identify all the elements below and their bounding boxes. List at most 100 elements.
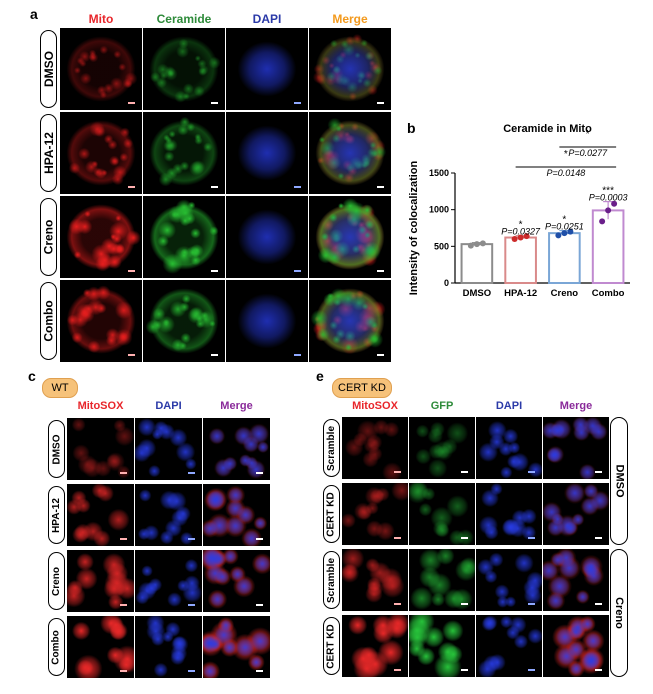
data-point	[567, 228, 574, 235]
scale-bar	[256, 604, 263, 606]
scale-bar	[120, 604, 127, 606]
panel-a-micrograph	[60, 112, 142, 194]
panel-a-column-header: Mito	[88, 12, 114, 26]
scale-bar	[595, 669, 602, 671]
panel-a-micrograph	[143, 280, 225, 362]
p-value-label: P=0.0003	[589, 193, 628, 203]
data-point	[473, 241, 480, 248]
data-point	[479, 240, 486, 247]
scale-bar	[120, 472, 127, 474]
scale-bar	[128, 186, 135, 188]
scale-bar	[294, 102, 301, 104]
scale-bar	[394, 669, 401, 671]
panel-a-micrograph	[143, 112, 225, 194]
bar	[504, 236, 537, 284]
panel-e-micrograph	[409, 615, 475, 677]
scale-bar	[256, 472, 263, 474]
panel-a-column-header: DAPI	[252, 12, 282, 26]
panel-e-micrograph	[342, 615, 408, 677]
scale-bar	[188, 538, 195, 540]
scale-bar	[377, 354, 384, 356]
panel-e-row-label: CERT KD	[323, 485, 340, 543]
panel-a-micrograph	[60, 28, 142, 110]
y-axis-label: Intensity of colocalization	[408, 160, 420, 295]
scale-bar	[461, 669, 468, 671]
scale-bar	[128, 270, 135, 272]
panel-c-row-label: DMSO	[48, 420, 65, 478]
scale-bar	[188, 472, 195, 474]
scale-bar	[211, 186, 218, 188]
data-point	[517, 234, 524, 241]
x-tick-label: HPA-12	[504, 288, 537, 299]
scale-bar	[461, 537, 468, 539]
x-tick-label: Creno	[551, 288, 579, 299]
panel-e-micrograph	[476, 417, 542, 479]
scale-bar	[256, 538, 263, 540]
panel-a-row-label: Combo	[40, 282, 57, 360]
panel-a-micrograph	[226, 28, 308, 110]
panel-a-micrograph	[60, 280, 142, 362]
panel-a-micrograph	[309, 28, 391, 110]
panel-e-micrograph	[543, 615, 609, 677]
data-point	[467, 242, 474, 249]
panel-e-micrograph	[409, 483, 475, 545]
scale-bar	[128, 102, 135, 104]
panel-c-micrograph	[135, 418, 202, 480]
colocalization-chart: Ceramide in Mito Intensity of colocalizat…	[408, 123, 630, 299]
scale-bar	[528, 471, 535, 473]
panel-a-micrograph	[143, 28, 225, 110]
panel-e-micrograph	[342, 549, 408, 611]
y-tick-label: 500	[434, 241, 449, 251]
panel-c-row-label: Creno	[48, 552, 65, 610]
scale-bar	[188, 604, 195, 606]
p-value-label: P=0.0327	[501, 227, 541, 237]
scale-bar	[377, 186, 384, 188]
panel-c-micrograph	[203, 550, 270, 612]
scale-bar	[461, 603, 468, 605]
panel-c-micrograph	[67, 616, 134, 678]
panel-e-micrograph	[409, 549, 475, 611]
scale-bar	[188, 670, 195, 672]
panel-a-row-label: Creno	[40, 198, 57, 276]
bar	[591, 209, 625, 284]
panel-a-micrograph	[143, 196, 225, 278]
panel-e-micrograph	[543, 549, 609, 611]
panel-c-micrograph	[135, 484, 202, 546]
scale-bar	[394, 537, 401, 539]
y-tick-label: 0	[444, 278, 449, 288]
panel-e-micrograph	[543, 417, 609, 479]
scale-bar	[377, 102, 384, 104]
panel-c-column-header: Merge	[220, 400, 253, 412]
panel-a-micrograph	[226, 196, 308, 278]
scale-bar	[294, 354, 301, 356]
data-point	[555, 232, 562, 239]
panel-a-micrograph	[226, 280, 308, 362]
data-point	[605, 207, 612, 214]
panel-e-row-label: Scramble	[323, 551, 340, 609]
scale-bar	[528, 603, 535, 605]
panel-e-column-header: GFP	[430, 400, 454, 412]
significance-stars: *	[519, 220, 523, 231]
panel-a-micrograph	[309, 196, 391, 278]
panel-e-group-label: Creno	[610, 549, 628, 677]
panel-a-row-label: DMSO	[40, 30, 57, 108]
significance-stars: ***	[602, 186, 614, 197]
scale-bar	[595, 603, 602, 605]
data-point	[561, 230, 568, 237]
panel-e-group-label: DMSO	[610, 417, 628, 545]
panel-e-micrograph	[342, 483, 408, 545]
bar	[548, 232, 581, 284]
panel-b-letter: b	[407, 120, 416, 136]
scale-bar	[211, 270, 218, 272]
x-tick-label: DMSO	[463, 288, 492, 299]
panel-c-row-label: Combo	[48, 618, 65, 676]
p-value-label: P=0.0277	[568, 148, 608, 158]
scale-bar	[377, 270, 384, 272]
scale-bar	[120, 538, 127, 540]
panel-a-micrograph	[309, 280, 391, 362]
bar	[460, 243, 494, 284]
panel-c-row-label: HPA-12	[48, 486, 65, 544]
scale-bar	[294, 270, 301, 272]
panel-c-column-header: DAPI	[155, 400, 182, 412]
panel-c-micrograph	[203, 418, 270, 480]
